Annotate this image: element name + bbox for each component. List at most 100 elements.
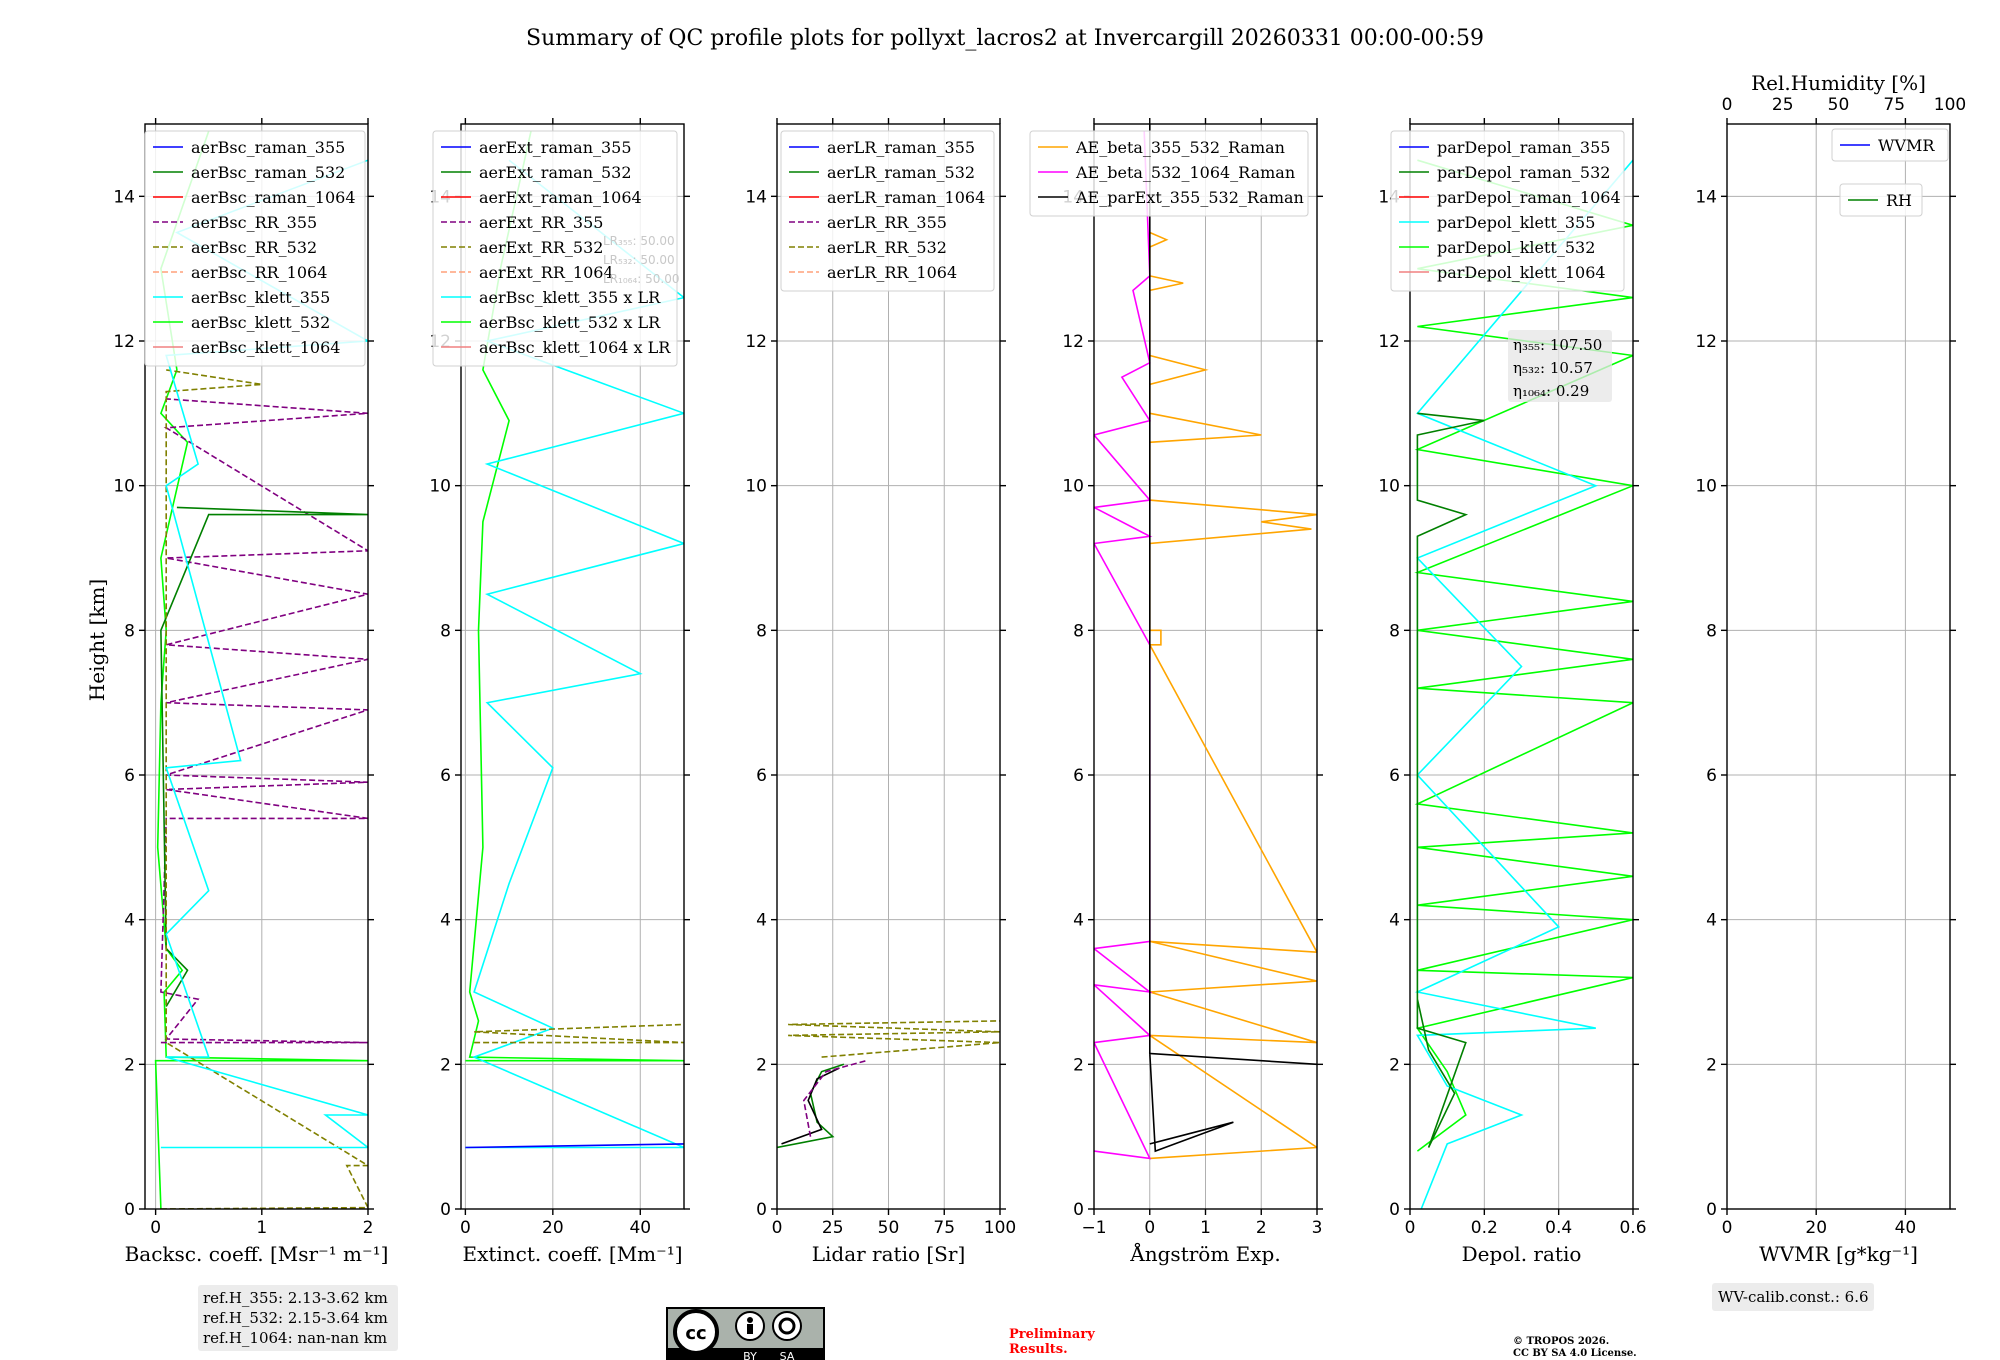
- lr-annotation: LR₃₅₅: 50.00: [603, 234, 675, 248]
- y-tick-label: 12: [745, 332, 767, 352]
- series-aerLR_raman_532: [777, 1063, 845, 1149]
- refh-box: [198, 1285, 398, 1351]
- figure-title: Summary of QC profile plots for pollyxt_…: [526, 26, 1484, 51]
- legend-box: [1390, 130, 1625, 292]
- series-group: [1094, 124, 1317, 1160]
- legend-box: [1029, 130, 1309, 217]
- legend-entry: parDepol_raman_1064: [1437, 188, 1621, 207]
- x-axis-label: WVMR [g*kg⁻¹]: [1759, 1242, 1918, 1266]
- x-tick-label: 20: [1805, 1218, 1827, 1238]
- top-axis-label: Rel.Humidity [%]: [1751, 71, 1926, 95]
- y-tick-label: 14: [1695, 187, 1717, 207]
- series-aerExt_raman_355: [465, 1143, 684, 1149]
- panel-wv: 0 2 4 6 8 10 12 14 0 20 40 WVMR [g*kg⁻¹] 0 25 50 75 100 R…: [1695, 71, 1966, 1311]
- x-tick-label: 0.6: [1619, 1218, 1646, 1238]
- preliminary-line2: Results.: [1009, 1342, 1068, 1357]
- top-tick-label: 75: [1883, 95, 1905, 115]
- cc-icon: [673, 1309, 719, 1355]
- legend-box: [1831, 128, 1949, 162]
- x-tick-label: −1: [1081, 1218, 1106, 1238]
- by-label: BY: [743, 1350, 757, 1360]
- legend-entry: aerBsc_klett_355 x LR: [479, 288, 661, 307]
- series-aerBsc_raman_532: [160, 506, 368, 1007]
- y-tick-label: 2: [1073, 1055, 1084, 1075]
- y-tick-label: 2: [1389, 1055, 1400, 1075]
- legend-entry: aerBsc_klett_532: [191, 313, 330, 332]
- y-tick-label: 6: [1706, 766, 1717, 786]
- legend-entry: aerLR_raman_355: [827, 138, 975, 157]
- y-tick-label: 10: [113, 477, 135, 497]
- sa-icon-arrow: [778, 1317, 796, 1335]
- cc-icon-text: cc: [685, 1323, 706, 1344]
- y-tick-label: 2: [440, 1055, 451, 1075]
- legend-entry: RH: [1886, 191, 1912, 210]
- lr-annotation: LR₅₃₂: 50.00: [603, 253, 675, 267]
- series-aerBsc_RR_355: [160, 398, 368, 1044]
- series-aerLR_RR_355: [802, 1059, 867, 1137]
- series-group: [777, 1020, 1000, 1149]
- x-tick-label: 50: [878, 1218, 900, 1238]
- x-tick-label: 75: [933, 1218, 955, 1238]
- y-tick-label: 6: [440, 766, 451, 786]
- legend-entry: aerBsc_klett_1064 x LR: [479, 338, 671, 357]
- top-tick-label: 25: [1772, 95, 1794, 115]
- y-tick-label: 2: [124, 1055, 135, 1075]
- legend-entry: AE_beta_355_532_Raman: [1075, 138, 1285, 157]
- x-tick-label: 2: [363, 1218, 374, 1238]
- axes-frame: [1726, 123, 1951, 1210]
- legend-entry: AE_beta_532_1064_Raman: [1075, 163, 1295, 182]
- y-tick-label: 8: [124, 621, 135, 641]
- top-tick-label: 100: [1934, 95, 1966, 115]
- calib-box: [1712, 1283, 1874, 1311]
- x-axis-label: Lidar ratio [Sr]: [812, 1242, 966, 1266]
- legend-entry: aerLR_RR_355: [827, 213, 947, 232]
- legend-entry: aerLR_RR_1064: [827, 263, 957, 282]
- reference-height: ref.H_1064: nan-nan km: [203, 1329, 387, 1347]
- x-axis-label: Depol. ratio: [1462, 1242, 1582, 1266]
- x-tick-label: 0.2: [1471, 1218, 1498, 1238]
- legend-entry: aerExt_RR_355: [479, 213, 603, 232]
- top-tick-label: 50: [1828, 95, 1850, 115]
- x-axis-label: Ångström Exp.: [1129, 1241, 1280, 1266]
- x-tick-label: 1: [1200, 1218, 1211, 1238]
- x-tick-label: 0: [772, 1218, 783, 1238]
- x-axis-label: Extinct. coeff. [Mm⁻¹]: [462, 1242, 682, 1266]
- cc-license-badge: cc BY SA: [666, 1307, 825, 1360]
- eta-annotation: η₅₃₂: 10.57: [1513, 359, 1593, 377]
- y-tick-label: 8: [1073, 621, 1084, 641]
- y-tick-label: 8: [756, 621, 767, 641]
- series-AE_parExt_355_532_Raman: [1148, 124, 1317, 1153]
- y-tick-label: 6: [1389, 766, 1400, 786]
- legend-entry: aerBsc_klett_1064: [191, 338, 340, 357]
- x-tick-label: 0: [150, 1218, 161, 1238]
- y-tick-label: 8: [1706, 621, 1717, 641]
- eta-box: [1508, 330, 1612, 402]
- copyright-line1: © TROPOS 2026.: [1513, 1336, 1609, 1347]
- legend-entry: aerExt_raman_1064: [479, 188, 642, 207]
- legend-entry: aerLR_RR_532: [827, 238, 947, 257]
- y-tick-label: 4: [1389, 911, 1400, 931]
- y-tick-label: 10: [1062, 477, 1084, 497]
- reference-height: ref.H_355: 2.13-3.62 km: [203, 1289, 388, 1307]
- y-tick-label: 2: [756, 1055, 767, 1075]
- y-tick-label: 10: [1695, 477, 1717, 497]
- y-tick-label: 10: [745, 477, 767, 497]
- series-parDepol_klett_355: [1414, 159, 1633, 1209]
- legend-entry: aerBsc_raman_355: [191, 138, 345, 157]
- legend-entry: aerLR_raman_1064: [827, 188, 985, 207]
- y-tick-label: 4: [440, 911, 451, 931]
- x-tick-label: 0: [1144, 1218, 1155, 1238]
- series-AE_beta_532_1064_Raman: [1094, 131, 1153, 1160]
- y-tick-label: 12: [113, 332, 135, 352]
- y-tick-label: 8: [440, 621, 451, 641]
- series-AE_beta_355_532_Raman: [1146, 231, 1317, 1160]
- y-tick-label: 6: [1073, 766, 1084, 786]
- x-tick-label: 25: [822, 1218, 844, 1238]
- x-tick-label: 1: [256, 1218, 267, 1238]
- y-tick-label: 4: [756, 911, 767, 931]
- y-tick-label: 8: [1389, 621, 1400, 641]
- x-tick-label: 0: [1722, 1218, 1733, 1238]
- by-icon-body: [747, 1324, 753, 1334]
